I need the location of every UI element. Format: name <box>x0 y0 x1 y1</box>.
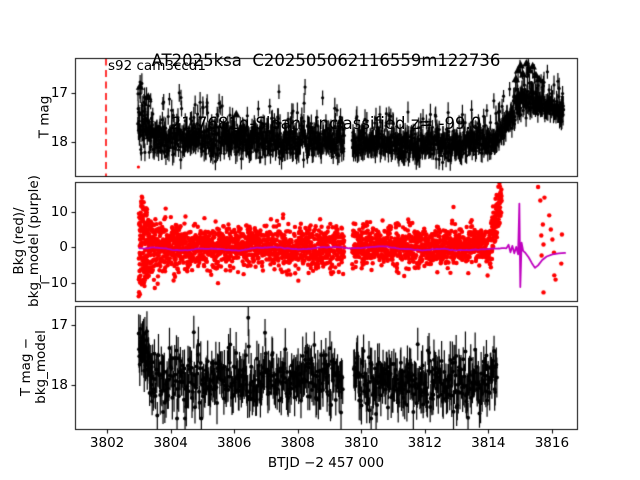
x-tick-label: 3814 <box>471 435 506 451</box>
x-tick-label: 3808 <box>280 435 315 451</box>
x-tick-label: 3816 <box>534 435 570 451</box>
y-tick-label: 18 <box>50 133 68 150</box>
ylabel-tmag: T mag <box>36 95 53 139</box>
x-tick-label: 3812 <box>407 435 442 451</box>
xlabel-btjd: BTJD −2 457 000 <box>267 455 385 471</box>
y-tick-label: −10 <box>39 275 69 291</box>
sector-camera-annotation: s92 cam3ccd1 <box>108 58 206 74</box>
y-tick-label: 17 <box>50 317 68 334</box>
chart-title-line1: AT2025ksa C202505062116559m122736 <box>151 51 501 70</box>
chart-title-line2: 21.7681g-Sloan Unclassified z= -99.0 <box>170 114 482 133</box>
x-tick-label: 3806 <box>216 435 252 451</box>
y-tick-label: 10 <box>50 203 68 220</box>
y-tick-label: 17 <box>50 84 68 101</box>
chart-title: AT2025ksa C202505062116559m122736 21.768… <box>26 8 626 176</box>
x-tick-label: 3810 <box>344 435 379 451</box>
ylabel-tmag-minus-bkg: T mag − bkg_model <box>18 330 49 404</box>
y-tick-label: 18 <box>50 377 68 394</box>
x-tick-label: 3802 <box>89 435 125 451</box>
x-tick-label: 3804 <box>153 435 188 451</box>
y-tick-label: 0 <box>59 239 68 256</box>
